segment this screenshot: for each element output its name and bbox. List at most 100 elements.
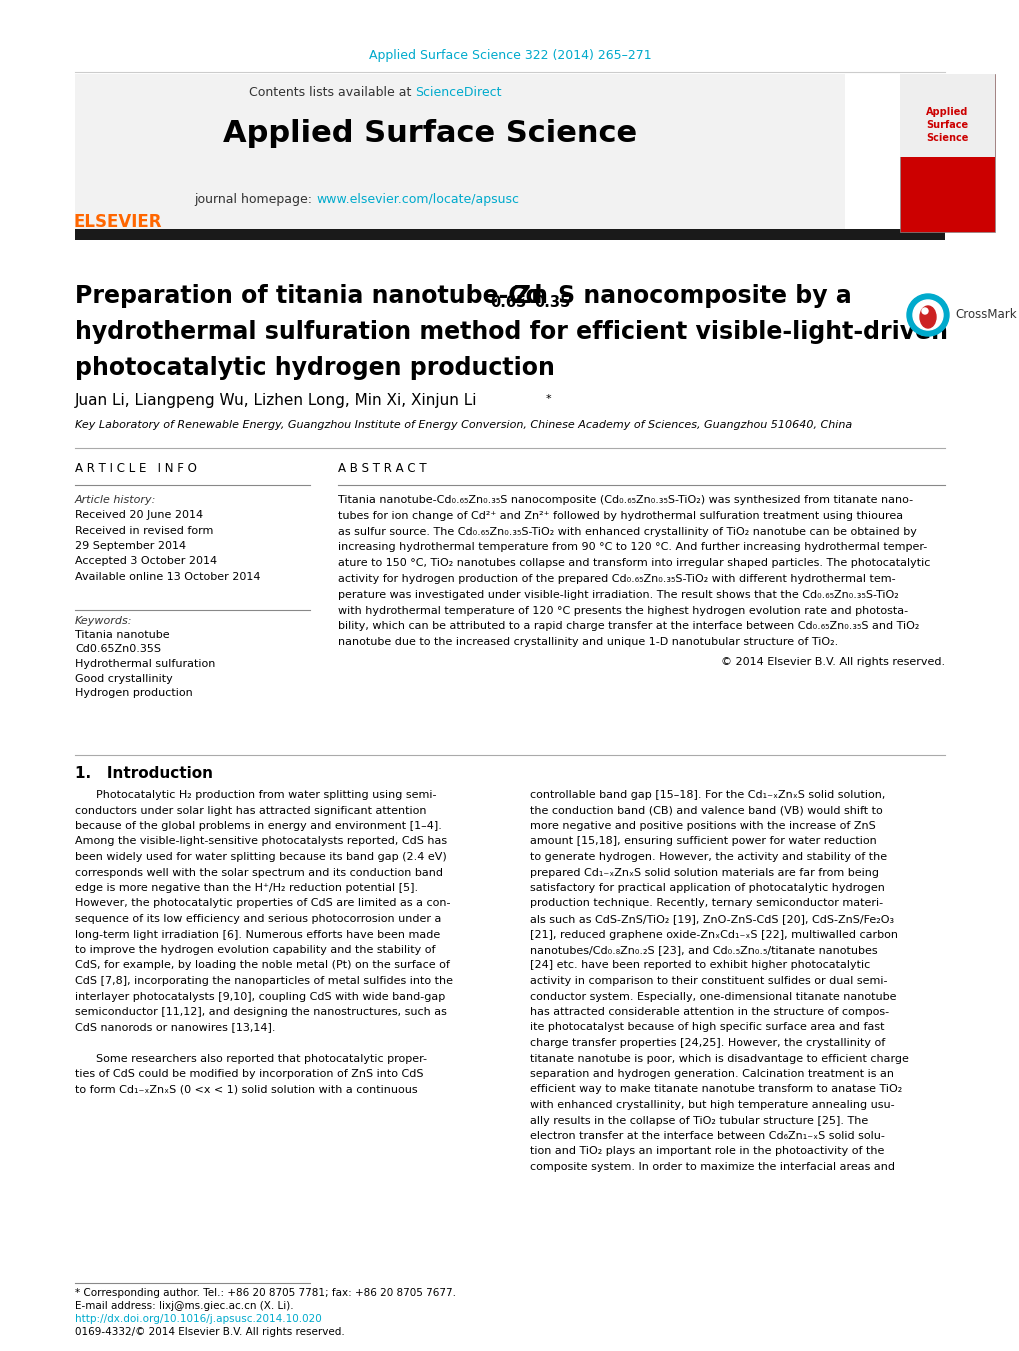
Text: increasing hydrothermal temperature from 90 °C to 120 °C. And further increasing: increasing hydrothermal temperature from… xyxy=(337,542,926,553)
Text: 0.65: 0.65 xyxy=(489,295,526,309)
Text: However, the photocatalytic properties of CdS are limited as a con-: However, the photocatalytic properties o… xyxy=(75,898,450,908)
Circle shape xyxy=(906,295,948,336)
Text: © 2014 Elsevier B.V. All rights reserved.: © 2014 Elsevier B.V. All rights reserved… xyxy=(720,657,944,667)
Text: Applied Surface Science 322 (2014) 265–271: Applied Surface Science 322 (2014) 265–2… xyxy=(368,49,651,62)
Text: with hydrothermal temperature of 120 °C presents the highest hydrogen evolution : with hydrothermal temperature of 120 °C … xyxy=(337,605,907,616)
Text: to generate hydrogen. However, the activity and stability of the: to generate hydrogen. However, the activ… xyxy=(530,852,887,862)
Text: CrossMark: CrossMark xyxy=(954,308,1016,322)
Text: activity for hydrogen production of the prepared Cd₀.₆₅Zn₀.₃₅S-TiO₂ with differe: activity for hydrogen production of the … xyxy=(337,574,895,584)
Text: the conduction band (CB) and valence band (VB) would shift to: the conduction band (CB) and valence ban… xyxy=(530,805,881,816)
Text: hydrothermal sulfuration method for efficient visible-light-driven: hydrothermal sulfuration method for effi… xyxy=(75,320,947,345)
Text: Some researchers also reported that photocatalytic proper-: Some researchers also reported that phot… xyxy=(75,1054,427,1063)
Text: ELSEVIER: ELSEVIER xyxy=(73,213,162,231)
Text: Hydrothermal sulfuration: Hydrothermal sulfuration xyxy=(75,659,215,669)
Text: 0169-4332/© 2014 Elsevier B.V. All rights reserved.: 0169-4332/© 2014 Elsevier B.V. All right… xyxy=(75,1327,344,1337)
Text: CdS, for example, by loading the noble metal (Pt) on the surface of: CdS, for example, by loading the noble m… xyxy=(75,961,449,970)
Text: Preparation of titania nanotube-Cd: Preparation of titania nanotube-Cd xyxy=(75,284,542,308)
Text: ally results in the collapse of TiO₂ tubular structure [25]. The: ally results in the collapse of TiO₂ tub… xyxy=(530,1116,867,1125)
Text: als such as CdS-ZnS/TiO₂ [19], ZnO-ZnS-CdS [20], CdS-ZnS/Fe₂O₃: als such as CdS-ZnS/TiO₂ [19], ZnO-ZnS-C… xyxy=(530,915,894,924)
Text: conductors under solar light has attracted significant attention: conductors under solar light has attract… xyxy=(75,805,426,816)
Text: Contents lists available at: Contents lists available at xyxy=(249,86,415,100)
Text: [24] etc. have been reported to exhibit higher photocatalytic: [24] etc. have been reported to exhibit … xyxy=(530,961,869,970)
Text: Good crystallinity: Good crystallinity xyxy=(75,674,172,684)
Text: charge transfer properties [24,25]. However, the crystallinity of: charge transfer properties [24,25]. Howe… xyxy=(530,1038,884,1048)
Text: perature was investigated under visible-light irradiation. The result shows that: perature was investigated under visible-… xyxy=(337,590,898,600)
Text: been widely used for water splitting because its band gap (2.4 eV): been widely used for water splitting bec… xyxy=(75,852,446,862)
Text: Applied
Surface
Science: Applied Surface Science xyxy=(925,107,967,143)
Text: corresponds well with the solar spectrum and its conduction band: corresponds well with the solar spectrum… xyxy=(75,867,442,878)
Text: Among the visible-light-sensitive photocatalysts reported, CdS has: Among the visible-light-sensitive photoc… xyxy=(75,836,446,847)
Text: journal homepage:: journal homepage: xyxy=(194,193,316,207)
Text: S nanocomposite by a: S nanocomposite by a xyxy=(557,284,851,308)
Text: Cd0.65Zn0.35S: Cd0.65Zn0.35S xyxy=(75,644,161,654)
Text: Titania nanotube-Cd₀.₆₅Zn₀.₃₅S nanocomposite (Cd₀.₆₅Zn₀.₃₅S-TiO₂) was synthesize: Titania nanotube-Cd₀.₆₅Zn₀.₃₅S nanocompo… xyxy=(337,494,912,505)
Text: separation and hydrogen generation. Calcination treatment is an: separation and hydrogen generation. Calc… xyxy=(530,1069,893,1079)
Text: nanotube due to the increased crystallinity and unique 1-D nanotubular structure: nanotube due to the increased crystallin… xyxy=(337,638,838,647)
Text: Applied Surface Science: Applied Surface Science xyxy=(223,119,637,147)
Text: because of the global problems in energy and environment [1–4].: because of the global problems in energy… xyxy=(75,821,441,831)
Text: electron transfer at the interface between Cd₆Zn₁₋ₓS solid solu-: electron transfer at the interface betwe… xyxy=(530,1131,884,1142)
Text: with enhanced crystallinity, but high temperature annealing usu-: with enhanced crystallinity, but high te… xyxy=(530,1100,894,1111)
Text: conductor system. Especially, one-dimensional titanate nanotube: conductor system. Especially, one-dimens… xyxy=(530,992,896,1001)
Text: satisfactory for practical application of photocatalytic hydrogen: satisfactory for practical application o… xyxy=(530,884,884,893)
Text: CdS [7,8], incorporating the nanoparticles of metal sulfides into the: CdS [7,8], incorporating the nanoparticl… xyxy=(75,975,452,986)
Text: production technique. Recently, ternary semiconductor materi-: production technique. Recently, ternary … xyxy=(530,898,882,908)
Bar xyxy=(75,74,844,232)
Text: Hydrogen production: Hydrogen production xyxy=(75,688,193,698)
Text: composite system. In order to maximize the interfacial areas and: composite system. In order to maximize t… xyxy=(530,1162,894,1173)
Bar xyxy=(899,74,994,232)
Text: has attracted considerable attention in the structure of compos-: has attracted considerable attention in … xyxy=(530,1006,889,1017)
Text: www.elsevier.com/locate/apsusc: www.elsevier.com/locate/apsusc xyxy=(316,193,519,207)
Text: more negative and positive positions with the increase of ZnS: more negative and positive positions wit… xyxy=(530,821,875,831)
Ellipse shape xyxy=(919,305,935,328)
Text: ature to 150 °C, TiO₂ nanotubes collapse and transform into irregular shaped par: ature to 150 °C, TiO₂ nanotubes collapse… xyxy=(337,558,929,569)
Text: controllable band gap [15–18]. For the Cd₁₋ₓZnₓS solid solution,: controllable band gap [15–18]. For the C… xyxy=(530,790,884,800)
Text: ties of CdS could be modified by incorporation of ZnS into CdS: ties of CdS could be modified by incorpo… xyxy=(75,1069,423,1079)
Text: Received 20 June 2014: Received 20 June 2014 xyxy=(75,509,203,520)
Text: ScienceDirect: ScienceDirect xyxy=(415,86,501,100)
Text: 0.35: 0.35 xyxy=(534,295,570,309)
Text: Received in revised form: Received in revised form xyxy=(75,526,213,535)
Text: nanotubes/Cd₀.₈Zn₀.₂S [23], and Cd₀.₅Zn₀.₅/titanate nanotubes: nanotubes/Cd₀.₈Zn₀.₂S [23], and Cd₀.₅Zn₀… xyxy=(530,944,876,955)
Text: 1.   Introduction: 1. Introduction xyxy=(75,766,213,781)
Text: A R T I C L E   I N F O: A R T I C L E I N F O xyxy=(75,462,197,476)
Text: to improve the hydrogen evolution capability and the stability of: to improve the hydrogen evolution capabi… xyxy=(75,944,435,955)
Text: CdS nanorods or nanowires [13,14].: CdS nanorods or nanowires [13,14]. xyxy=(75,1023,275,1032)
Text: http://dx.doi.org/10.1016/j.apsusc.2014.10.020: http://dx.doi.org/10.1016/j.apsusc.2014.… xyxy=(75,1315,321,1324)
Text: Accepted 3 October 2014: Accepted 3 October 2014 xyxy=(75,557,217,566)
Text: amount [15,18], ensuring sufficient power for water reduction: amount [15,18], ensuring sufficient powe… xyxy=(530,836,876,847)
Text: tion and TiO₂ plays an important role in the photoactivity of the: tion and TiO₂ plays an important role in… xyxy=(530,1147,883,1156)
Circle shape xyxy=(921,308,927,313)
Text: A B S T R A C T: A B S T R A C T xyxy=(337,462,426,476)
Text: Zn: Zn xyxy=(514,284,547,308)
Text: photocatalytic hydrogen production: photocatalytic hydrogen production xyxy=(75,357,554,380)
Text: Titania nanotube: Titania nanotube xyxy=(75,630,169,640)
Bar xyxy=(75,230,944,240)
Text: Key Laboratory of Renewable Energy, Guangzhou Institute of Energy Conversion, Ch: Key Laboratory of Renewable Energy, Guan… xyxy=(75,420,852,430)
Text: long-term light irradiation [6]. Numerous efforts have been made: long-term light irradiation [6]. Numerou… xyxy=(75,929,440,939)
Text: [21], reduced graphene oxide-ZnₓCd₁₋ₓS [22], multiwalled carbon: [21], reduced graphene oxide-ZnₓCd₁₋ₓS [… xyxy=(530,929,897,939)
Text: bility, which can be attributed to a rapid charge transfer at the interface betw: bility, which can be attributed to a rap… xyxy=(337,621,918,631)
Text: E-mail address: lixj@ms.giec.ac.cn (X. Li).: E-mail address: lixj@ms.giec.ac.cn (X. L… xyxy=(75,1301,293,1310)
Text: titanate nanotube is poor, which is disadvantage to efficient charge: titanate nanotube is poor, which is disa… xyxy=(530,1054,908,1063)
Text: sequence of its low efficiency and serious photocorrosion under a: sequence of its low efficiency and serio… xyxy=(75,915,441,924)
Text: Photocatalytic H₂ production from water splitting using semi-: Photocatalytic H₂ production from water … xyxy=(75,790,436,800)
Text: interlayer photocatalysts [9,10], coupling CdS with wide band-gap: interlayer photocatalysts [9,10], coupli… xyxy=(75,992,445,1001)
Bar xyxy=(899,74,994,157)
Text: ite photocatalyst because of high specific surface area and fast: ite photocatalyst because of high specif… xyxy=(530,1023,883,1032)
Text: activity in comparison to their constituent sulfides or dual semi-: activity in comparison to their constitu… xyxy=(530,975,887,986)
Text: Keywords:: Keywords: xyxy=(75,616,132,626)
Text: Available online 13 October 2014: Available online 13 October 2014 xyxy=(75,571,260,582)
Text: prepared Cd₁₋ₓZnₓS solid solution materials are far from being: prepared Cd₁₋ₓZnₓS solid solution materi… xyxy=(530,867,878,878)
Text: semiconductor [11,12], and designing the nanostructures, such as: semiconductor [11,12], and designing the… xyxy=(75,1006,446,1017)
Text: to form Cd₁₋ₓZnₓS (0 <x < 1) solid solution with a continuous: to form Cd₁₋ₓZnₓS (0 <x < 1) solid solut… xyxy=(75,1085,417,1094)
Circle shape xyxy=(912,300,943,330)
Text: 29 September 2014: 29 September 2014 xyxy=(75,540,185,551)
Text: Article history:: Article history: xyxy=(75,494,156,505)
Text: tubes for ion change of Cd²⁺ and Zn²⁺ followed by hydrothermal sulfuration treat: tubes for ion change of Cd²⁺ and Zn²⁺ fo… xyxy=(337,511,902,520)
Text: as sulfur source. The Cd₀.₆₅Zn₀.₃₅S-TiO₂ with enhanced crystallinity of TiO₂ nan: as sulfur source. The Cd₀.₆₅Zn₀.₃₅S-TiO₂… xyxy=(337,527,916,536)
Text: efficient way to make titanate nanotube transform to anatase TiO₂: efficient way to make titanate nanotube … xyxy=(530,1085,902,1094)
Text: edge is more negative than the H⁺/H₂ reduction potential [5].: edge is more negative than the H⁺/H₂ red… xyxy=(75,884,418,893)
Text: * Corresponding author. Tel.: +86 20 8705 7781; fax: +86 20 8705 7677.: * Corresponding author. Tel.: +86 20 870… xyxy=(75,1288,455,1298)
Text: *: * xyxy=(545,394,551,404)
